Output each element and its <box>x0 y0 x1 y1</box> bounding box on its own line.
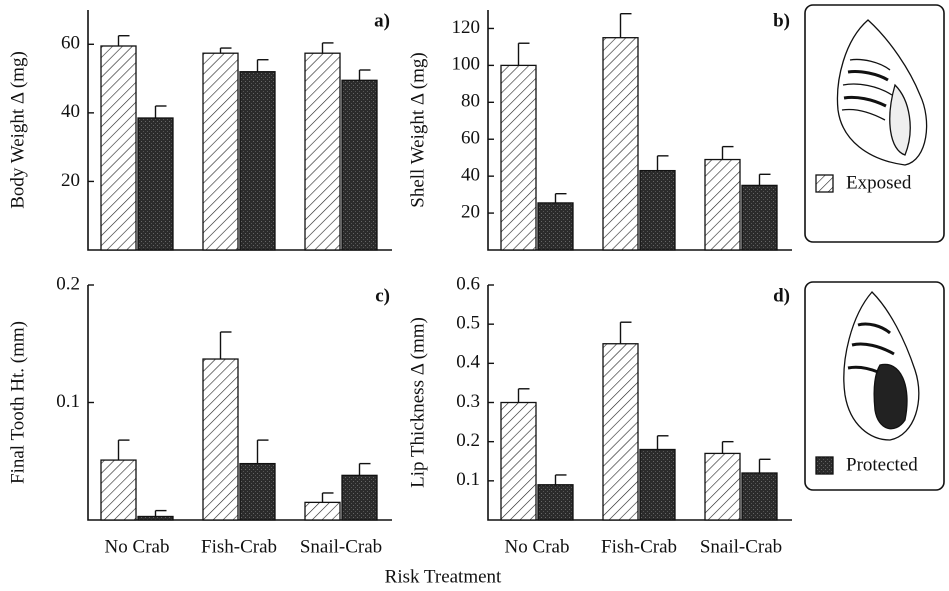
panel-label: b) <box>773 10 790 31</box>
legend-box <box>804 4 945 243</box>
bar <box>500 401 537 521</box>
x-axis-title: Risk Treatment <box>385 566 502 587</box>
panel-label: d) <box>773 285 790 306</box>
bar <box>639 169 676 251</box>
bar <box>341 474 378 521</box>
bar <box>602 343 639 521</box>
axis <box>87 10 392 251</box>
y-tick-label: 100 <box>452 54 481 75</box>
panel-label: c) <box>375 285 390 306</box>
y-tick-label: 0.5 <box>456 313 480 334</box>
y-tick-label: 0.1 <box>456 469 480 490</box>
y-tick-label: 0.4 <box>456 352 480 373</box>
bar <box>304 501 341 521</box>
y-tick-label: 20 <box>61 170 80 191</box>
y-tick-label: 60 <box>461 128 480 149</box>
snail-exposed <box>836 19 928 166</box>
y-tick-label: 40 <box>61 101 80 122</box>
x-tick-label: No Crab <box>105 536 170 557</box>
y-tick-label: 0.1 <box>56 391 80 412</box>
x-tick-label: No Crab <box>505 536 570 557</box>
bar <box>704 452 741 521</box>
legend-swatch <box>815 456 834 475</box>
y-axis-title: Shell Weight Δ (mg) <box>407 52 428 207</box>
snail-protected <box>843 291 920 441</box>
bar <box>239 71 276 251</box>
bar <box>239 462 276 521</box>
bar <box>100 459 137 521</box>
x-tick-label: Snail-Crab <box>300 536 382 557</box>
bar <box>639 448 676 521</box>
bar <box>500 64 537 251</box>
y-tick-label: 0.2 <box>56 273 80 294</box>
bar <box>741 184 778 251</box>
bar <box>137 515 174 521</box>
bar <box>304 52 341 251</box>
y-tick-label: 0.2 <box>456 430 480 451</box>
legend-swatch <box>815 174 834 193</box>
legend-label: Exposed <box>846 172 912 193</box>
axis <box>487 10 792 251</box>
bar <box>602 37 639 251</box>
y-axis-title: Lip Thickness Δ (mm) <box>407 317 428 488</box>
y-axis-title: Body Weight Δ (mg) <box>7 51 28 209</box>
bar <box>137 117 174 251</box>
bar <box>100 45 137 251</box>
bar <box>741 472 778 521</box>
bar <box>537 484 574 521</box>
y-axis-title: Final Tooth Ht. (mm) <box>7 321 28 484</box>
x-tick-label: Snail-Crab <box>700 536 782 557</box>
bar <box>202 52 239 251</box>
bar <box>202 358 239 521</box>
y-tick-label: 80 <box>461 91 480 112</box>
legend-box <box>804 281 945 491</box>
y-tick-label: 0.3 <box>456 391 480 412</box>
legend-label: Protected <box>846 454 918 475</box>
y-tick-label: 60 <box>61 33 80 54</box>
x-tick-label: Fish-Crab <box>601 536 677 557</box>
y-tick-label: 20 <box>461 201 480 222</box>
y-tick-label: 40 <box>461 165 480 186</box>
bar <box>537 202 574 251</box>
y-tick-label: 120 <box>452 17 481 38</box>
bar <box>704 158 741 251</box>
y-tick-label: 0.6 <box>456 273 480 294</box>
axis <box>87 285 392 521</box>
x-tick-label: Fish-Crab <box>201 536 277 557</box>
panel-label: a) <box>374 10 390 31</box>
bar <box>341 79 378 251</box>
